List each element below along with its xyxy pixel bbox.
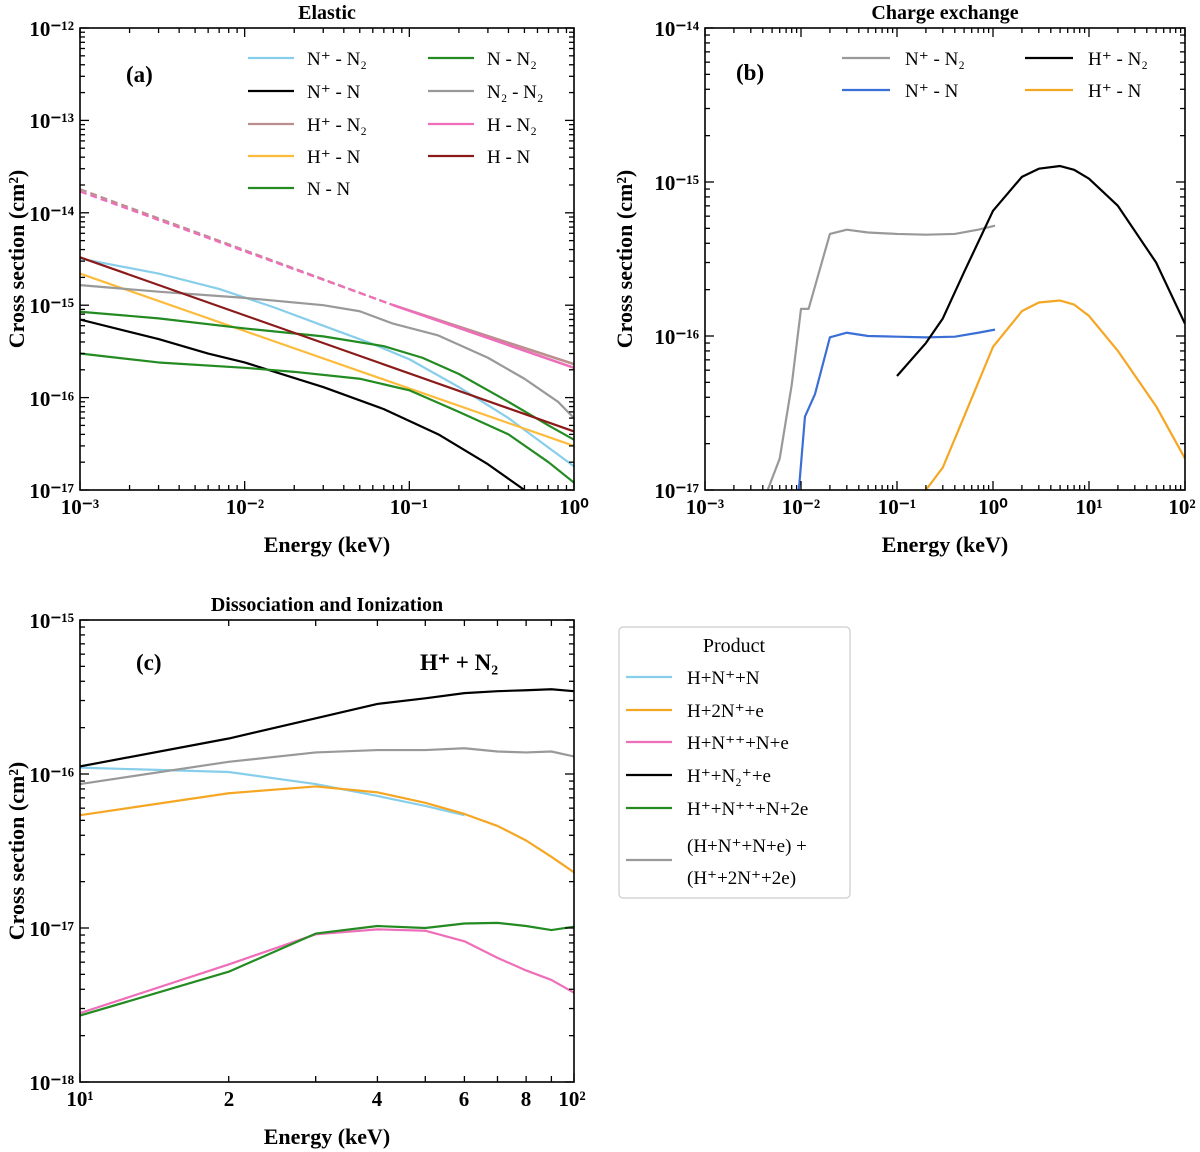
series-line <box>797 328 996 490</box>
y-tick-label: 10⁻¹³ <box>29 109 74 133</box>
tick-marks <box>79 619 575 1083</box>
panel-label: (a) <box>126 62 153 87</box>
legend-label: H+2N⁺+e <box>687 701 764 722</box>
series-group <box>80 188 574 490</box>
legend-label-line2: (H⁺+2N⁺+2e) <box>687 868 796 889</box>
legend-label: N⁺ - N <box>905 81 959 102</box>
tick-marks <box>79 27 575 491</box>
y-tick-label: 10⁻¹⁶ <box>29 387 74 411</box>
x-axis-label: Energy (keV) <box>264 1124 390 1149</box>
x-tick-label: 10⁻² <box>226 495 264 519</box>
legend-label: H⁺ - N <box>307 147 361 168</box>
legend-label: H⁺ - N₂ <box>307 115 367 136</box>
x-tick-label: 8 <box>521 1087 532 1111</box>
x-tick-label: 10² <box>1168 495 1195 519</box>
series-line <box>80 284 574 419</box>
legend-label: H⁺ - N <box>1088 81 1142 102</box>
x-tick-label: 6 <box>459 1087 470 1111</box>
legend-label: (H+N⁺+N+e) + <box>687 836 807 857</box>
plot-frame <box>79 619 575 1083</box>
y-axis-label: Cross section (cm²) <box>4 170 29 348</box>
legend: N⁺ - N₂ N⁺ - N H⁺ - N₂ H⁺ - N N - N N - … <box>248 49 544 200</box>
reaction-annotation: H⁺ + N₂ <box>420 650 498 675</box>
x-axis-label: Energy (keV) <box>264 532 390 557</box>
y-tick-label: 10⁻¹⁶ <box>29 763 74 787</box>
panel-label: (c) <box>136 650 162 675</box>
series-line <box>392 303 574 370</box>
legend: Product H+N⁺+N H+2N⁺+e H+N⁺⁺+N+e H⁺+N₂⁺+… <box>618 626 851 899</box>
series-line <box>80 257 574 468</box>
series-line <box>80 928 574 1015</box>
legend-label: N⁺ - N <box>307 82 361 103</box>
legend-label: H+N⁺+N <box>687 668 760 689</box>
legend-label: H - N <box>487 147 531 168</box>
y-axis-label: Cross section (cm²) <box>612 170 637 348</box>
y-tick-label: 10⁻¹⁵ <box>29 609 74 633</box>
legend-label: H⁺+N₂⁺+e <box>687 766 771 787</box>
series-line <box>80 352 574 484</box>
y-tick-label: 10⁻¹⁵ <box>654 171 699 195</box>
y-tick-label: 10⁻¹⁴ <box>29 202 74 226</box>
series-line <box>80 256 574 433</box>
series-line <box>80 688 574 768</box>
plot-frame <box>704 27 1186 491</box>
x-tick-label: 10¹ <box>66 1087 93 1111</box>
legend: N⁺ - N₂ N⁺ - N H⁺ - N₂ H⁺ - N <box>842 49 1148 102</box>
legend-label: N⁺ - N₂ <box>307 49 367 70</box>
x-tick-label: 10⁻¹ <box>878 495 916 519</box>
series-line <box>80 272 574 447</box>
chart-title: Charge exchange <box>871 2 1018 24</box>
legend-label: N₂ - N₂ <box>487 82 544 103</box>
legend-label: H - N₂ <box>487 115 537 136</box>
x-tick-label: 10⁰ <box>978 495 1008 519</box>
legend-label: N⁺ - N₂ <box>905 49 965 70</box>
series-line <box>80 747 574 786</box>
panel-dissociation-ionization: Dissociation and Ionization 10¹ 2 4 6 8 … <box>4 594 851 1149</box>
y-tick-label: 10⁻¹⁸ <box>29 1071 74 1095</box>
series-line <box>766 224 996 490</box>
series-line <box>80 318 526 490</box>
chart-title: Elastic <box>298 2 356 24</box>
series-group <box>766 164 1185 490</box>
y-tick-label: 10⁻¹⁴ <box>654 17 699 41</box>
legend-title: Product <box>703 635 766 657</box>
y-axis-label: Cross section (cm²) <box>4 762 29 940</box>
x-tick-label: 4 <box>372 1087 383 1111</box>
y-tick-label: 10⁻¹² <box>29 17 74 41</box>
chart-title: Dissociation and Ionization <box>211 594 443 616</box>
x-axis-label: Energy (keV) <box>882 532 1008 557</box>
legend-label: H+N⁺⁺+N+e <box>687 733 789 754</box>
series-line-dashed <box>80 190 394 307</box>
y-tick-label: 10⁻¹⁶ <box>654 325 699 349</box>
y-tick-label: 10⁻¹⁷ <box>29 479 74 503</box>
legend-label: N - N₂ <box>487 49 537 70</box>
tick-marks <box>704 27 1186 491</box>
series-line <box>80 785 574 874</box>
panel-elastic: Elastic 10⁻³ 10⁻² 10⁻¹ 10⁰ 10⁻¹⁷ 10⁻¹⁶ 1… <box>4 2 589 557</box>
series-line <box>896 164 1185 377</box>
x-tick-label: 10⁰ <box>559 495 589 519</box>
x-tick-label: 10⁻¹ <box>390 495 428 519</box>
panel-charge-exchange: Charge exchange 10⁻³ 10⁻² 10⁻¹ 10⁰ 10¹ 1… <box>612 2 1196 557</box>
x-tick-label: 2 <box>224 1087 235 1111</box>
x-tick-label: 10⁻³ <box>686 495 724 519</box>
legend-box <box>618 626 851 899</box>
y-tick-label: 10⁻¹⁷ <box>29 917 74 941</box>
panel-label: (b) <box>736 60 764 85</box>
x-tick-label: 10⁻² <box>782 495 820 519</box>
series-line <box>80 310 574 441</box>
series-line <box>925 299 1185 490</box>
legend-label: N - N <box>307 179 351 200</box>
series-group <box>80 688 574 1017</box>
x-tick-label: 10⁻³ <box>61 495 99 519</box>
plot-frame <box>79 27 575 491</box>
series-line <box>80 921 574 1017</box>
y-tick-label: 10⁻¹⁵ <box>29 294 74 318</box>
legend-label: H⁺ - N₂ <box>1088 49 1148 70</box>
x-tick-label: 10¹ <box>1075 495 1102 519</box>
legend-label: H⁺+N⁺⁺+N+2e <box>687 799 808 820</box>
x-tick-label: 10² <box>558 1087 585 1111</box>
y-tick-label: 10⁻¹⁷ <box>654 479 699 503</box>
